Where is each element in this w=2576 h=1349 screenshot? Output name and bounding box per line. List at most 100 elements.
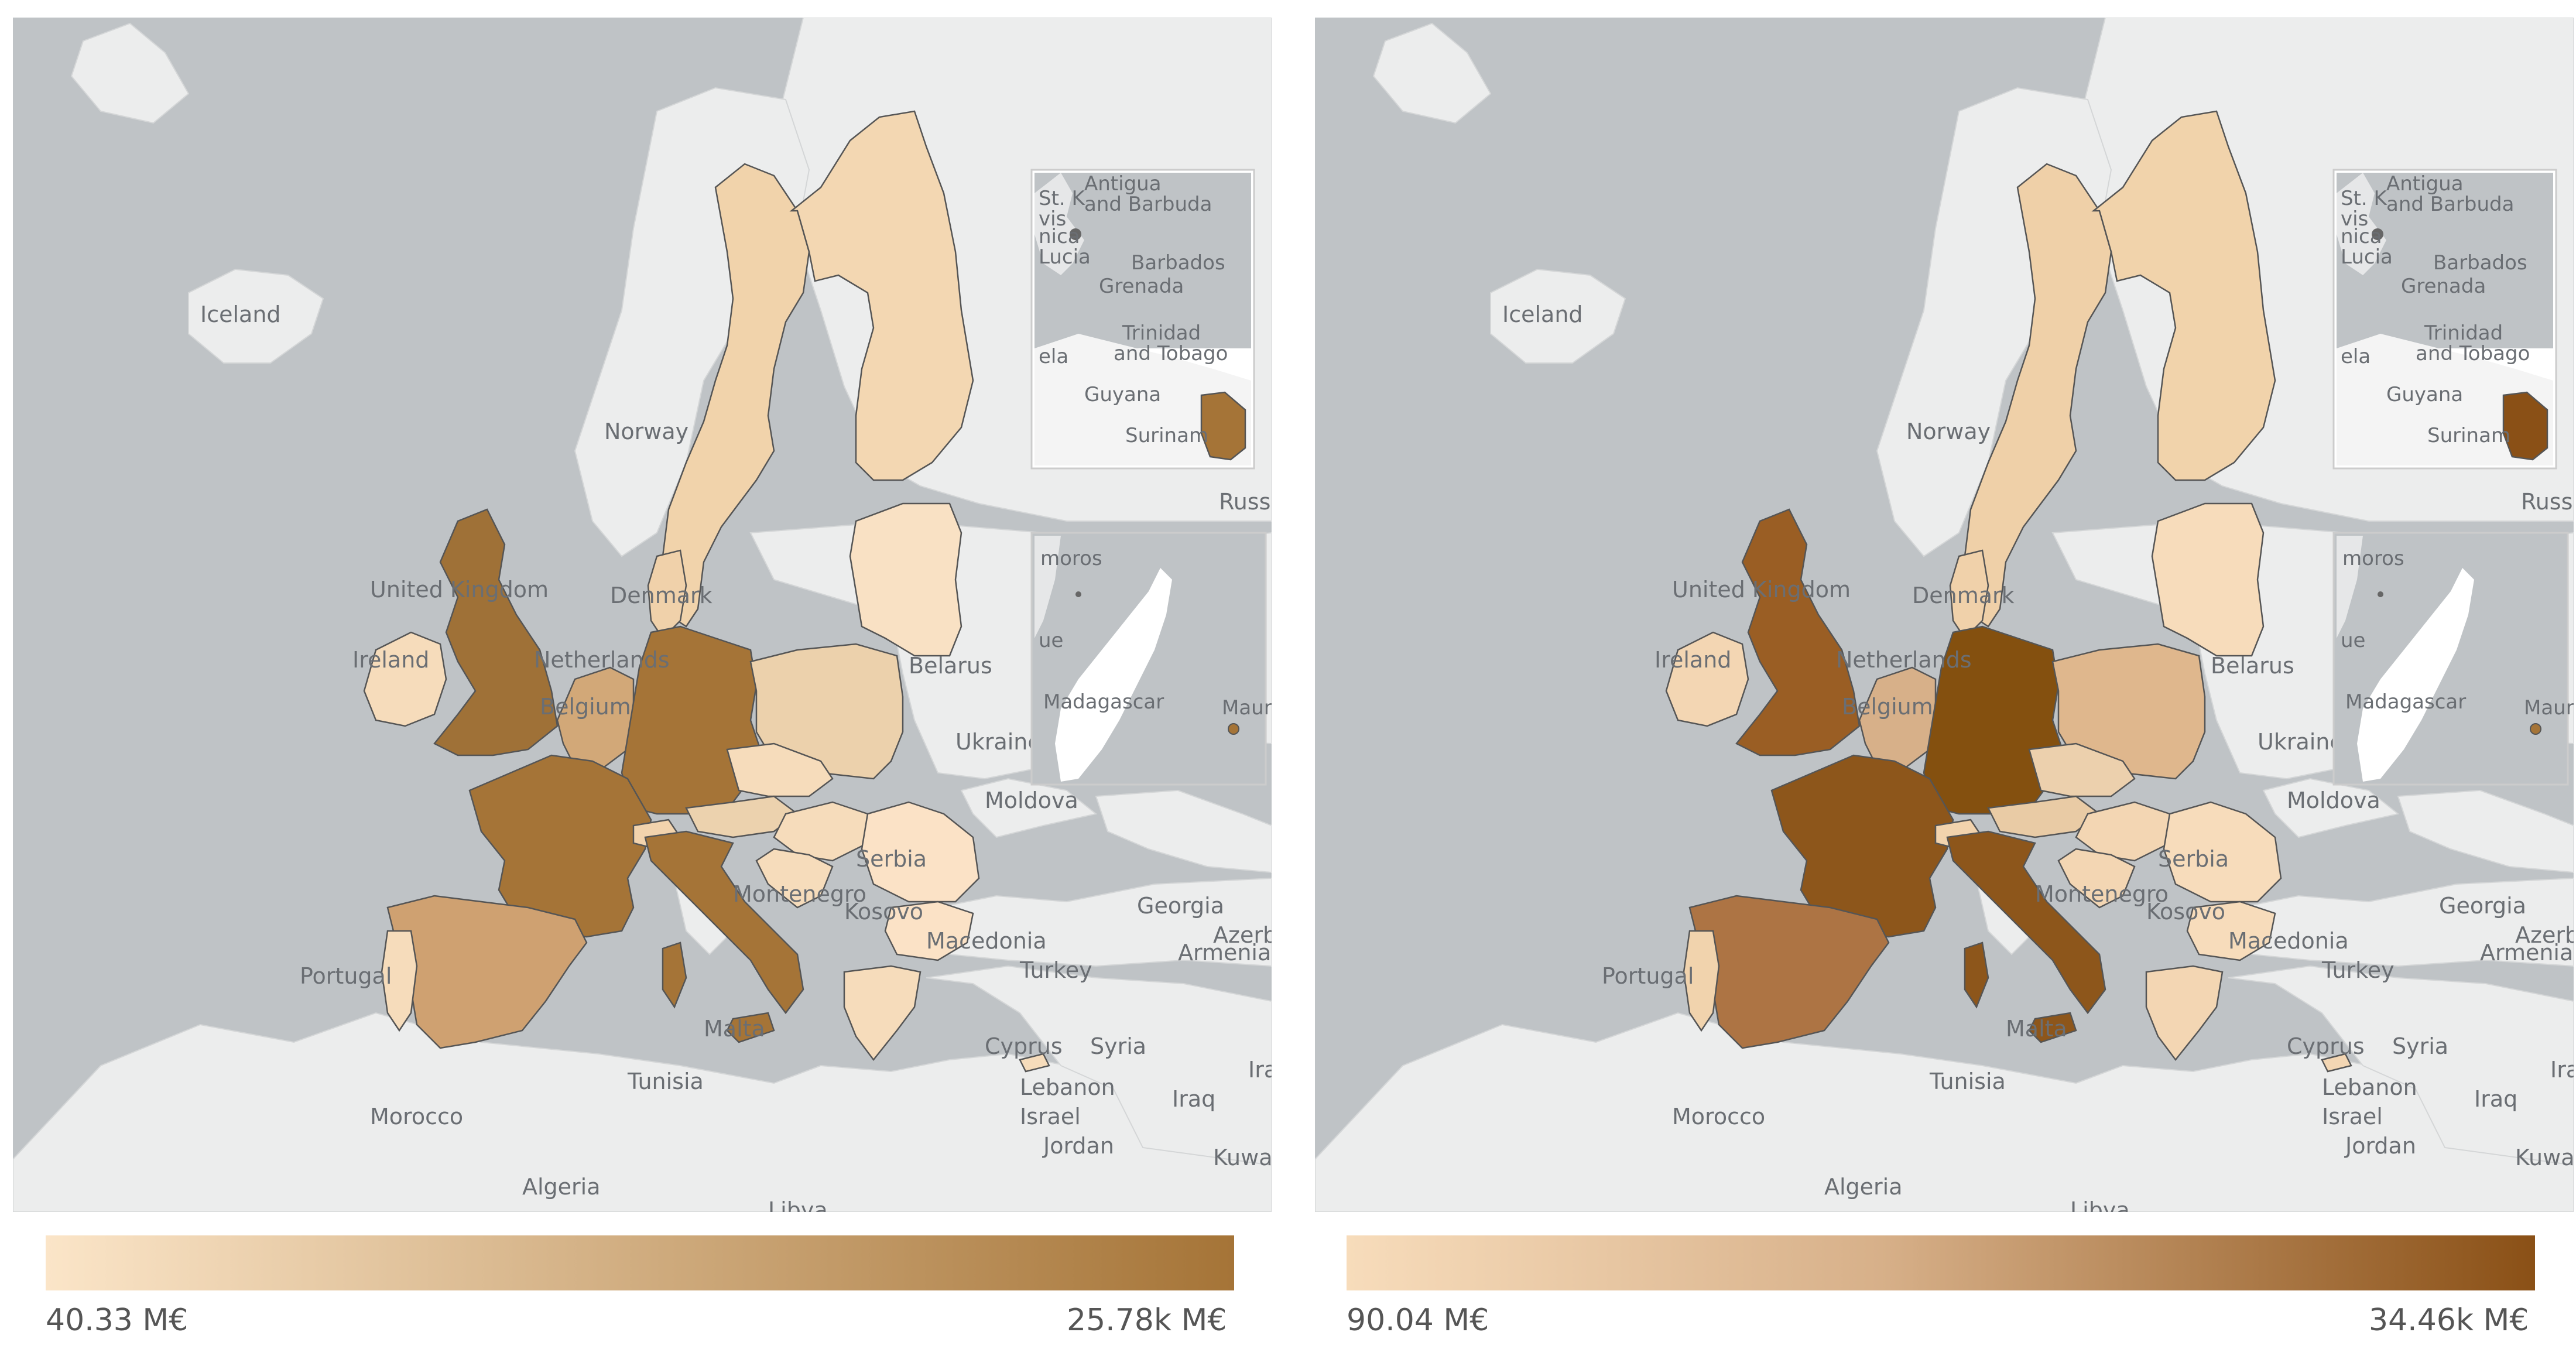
label-belgium: Belgium bbox=[540, 694, 631, 720]
label-azerbaijan: Azerbaijan bbox=[2515, 922, 2574, 948]
svg-text:ue: ue bbox=[1039, 629, 1063, 652]
label-tunisia: Tunisia bbox=[1929, 1069, 2006, 1094]
eu-regions bbox=[363, 110, 1050, 1073]
label-norway: Norway bbox=[1906, 419, 1991, 444]
label-iran: Iran bbox=[2550, 1057, 2574, 1083]
region-portugal[interactable] bbox=[1683, 930, 1720, 1032]
svg-text:Guyana: Guyana bbox=[1084, 383, 1161, 406]
label-malta: Malta bbox=[704, 1016, 765, 1042]
region-romania[interactable] bbox=[861, 801, 980, 903]
region-uk[interactable] bbox=[1735, 508, 1861, 756]
region-baltics[interactable] bbox=[849, 502, 962, 657]
svg-text:and Tobago: and Tobago bbox=[1114, 342, 1228, 365]
region-italy-sardinia[interactable] bbox=[1964, 941, 1989, 1009]
region-italy-sardinia[interactable] bbox=[662, 941, 687, 1009]
svg-text:Antigua: Antigua bbox=[2386, 172, 2464, 196]
svg-text:ue: ue bbox=[2341, 629, 2365, 652]
legend-min-label-left: 40.33 M€ bbox=[46, 1303, 189, 1338]
region-hungary[interactable] bbox=[2075, 801, 2171, 862]
region-portugal[interactable] bbox=[381, 930, 418, 1032]
svg-text:Guyana: Guyana bbox=[2386, 383, 2463, 406]
svg-text:Maur: Maur bbox=[1222, 696, 1272, 720]
svg-text:Grenada: Grenada bbox=[1099, 275, 1184, 298]
label-armenia: Armenia bbox=[2480, 940, 2573, 965]
svg-text:moros: moros bbox=[1040, 547, 1102, 570]
svg-text:and Barbuda: and Barbuda bbox=[1084, 193, 1212, 216]
region-italy-sicily[interactable] bbox=[726, 1012, 775, 1043]
region-romania[interactable] bbox=[2163, 801, 2282, 903]
region-baltics[interactable] bbox=[2151, 502, 2265, 657]
label-cyprus: Cyprus bbox=[985, 1033, 1063, 1059]
label-israel: Israel bbox=[1020, 1104, 1081, 1129]
region-france[interactable] bbox=[1770, 754, 1954, 938]
svg-text:vis: vis bbox=[1039, 207, 1066, 231]
region-cyprus[interactable] bbox=[2321, 1053, 2352, 1073]
label-iceland: Iceland bbox=[200, 302, 281, 327]
svg-text:Grenada: Grenada bbox=[2401, 275, 2486, 298]
region-italy[interactable] bbox=[1946, 830, 2106, 1015]
label-kuwait: Kuwait bbox=[2515, 1145, 2574, 1170]
label-russia: Russia bbox=[1219, 489, 1272, 515]
label-malta: Malta bbox=[2006, 1016, 2067, 1042]
svg-text:Antigua: Antigua bbox=[1084, 172, 1162, 196]
label-cyprus: Cyprus bbox=[2287, 1033, 2365, 1059]
region-ireland[interactable] bbox=[1665, 631, 1749, 727]
map-svg[interactable]: Iceland Norway United Kingdom Netherland… bbox=[13, 18, 1272, 1212]
label-macedonia: Macedonia bbox=[2228, 928, 2349, 954]
svg-text:St. K: St. K bbox=[1039, 187, 1086, 210]
label-azerbaijan: Azerbaijan bbox=[1213, 922, 1272, 948]
svg-text:Surinam: Surinam bbox=[2427, 424, 2510, 447]
label-portugal: Portugal bbox=[1602, 963, 1694, 989]
region-bulgaria[interactable] bbox=[884, 901, 974, 961]
region-bulgaria[interactable] bbox=[2186, 901, 2276, 961]
region-ireland[interactable] bbox=[363, 631, 447, 727]
svg-text:vis: vis bbox=[2341, 207, 2368, 231]
inset-guiana bbox=[2502, 391, 2548, 461]
label-kuwait: Kuwait bbox=[1213, 1145, 1272, 1170]
label-belgium: Belgium bbox=[1842, 694, 1933, 720]
label-georgia: Georgia bbox=[1137, 893, 1224, 919]
region-poland[interactable] bbox=[2051, 643, 2206, 780]
map-panel-right[interactable]: Iceland Norway United Kingdom Netherland… bbox=[1315, 18, 2574, 1212]
region-czechia[interactable] bbox=[726, 742, 834, 797]
region-italy[interactable] bbox=[644, 830, 804, 1015]
region-finland[interactable] bbox=[789, 110, 974, 481]
region-greece[interactable] bbox=[2145, 965, 2224, 1062]
svg-text:Maur: Maur bbox=[2524, 696, 2574, 720]
region-italy-sicily[interactable] bbox=[2028, 1012, 2077, 1043]
inset-guiana bbox=[1200, 391, 1246, 461]
region-france[interactable] bbox=[468, 754, 652, 938]
label-libya: Libya bbox=[2070, 1197, 2130, 1212]
svg-text:Madagascar: Madagascar bbox=[1043, 690, 1164, 714]
svg-text:Lucia: Lucia bbox=[2341, 245, 2393, 269]
region-sweden[interactable] bbox=[1964, 163, 2112, 628]
region-uk[interactable] bbox=[433, 508, 559, 756]
label-belarus: Belarus bbox=[909, 653, 992, 679]
legend-max-label-right: 34.46k M€ bbox=[2369, 1303, 2529, 1338]
label-libya: Libya bbox=[768, 1197, 828, 1212]
region-balkans[interactable] bbox=[755, 848, 834, 909]
label-ireland: Ireland bbox=[352, 647, 429, 673]
label-serbia: Serbia bbox=[2158, 846, 2229, 872]
legend-color-bar-right bbox=[1347, 1235, 2535, 1290]
region-poland[interactable] bbox=[749, 643, 904, 780]
label-kosovo: Kosovo bbox=[2146, 899, 2225, 925]
map-panel-left[interactable]: Iceland Norway United Kingdom Netherland… bbox=[13, 18, 1272, 1212]
map-svg[interactable]: Iceland Norway United Kingdom Netherland… bbox=[1315, 18, 2574, 1212]
region-hungary[interactable] bbox=[773, 801, 869, 862]
region-greece[interactable] bbox=[843, 965, 922, 1062]
region-benelux[interactable] bbox=[1858, 666, 1937, 768]
svg-text:ela: ela bbox=[1039, 345, 1068, 368]
label-kosovo: Kosovo bbox=[844, 899, 923, 925]
region-sweden[interactable] bbox=[662, 163, 810, 628]
region-balkans[interactable] bbox=[2057, 848, 2136, 909]
label-morocco: Morocco bbox=[1672, 1104, 1765, 1129]
region-finland[interactable] bbox=[2091, 110, 2276, 481]
place-labels: Iceland Norway United Kingdom Netherland… bbox=[1502, 302, 2574, 1212]
region-czechia[interactable] bbox=[2028, 742, 2136, 797]
label-ukraine: Ukraine bbox=[2258, 729, 2344, 755]
label-jordan: Jordan bbox=[2344, 1133, 2416, 1159]
svg-text:Madagascar: Madagascar bbox=[2345, 690, 2466, 714]
region-cyprus[interactable] bbox=[1019, 1053, 1050, 1073]
region-benelux[interactable] bbox=[556, 666, 635, 768]
